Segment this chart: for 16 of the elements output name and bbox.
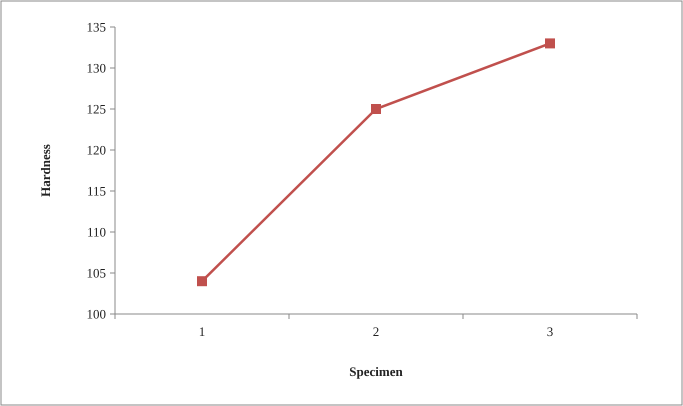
x-tick-label: 2: [372, 324, 380, 339]
x-tick-label: 1: [198, 324, 206, 339]
y-tick-label: 110: [86, 224, 106, 240]
point: [197, 276, 207, 286]
y-tick-label: 115: [86, 184, 106, 199]
point: [545, 38, 555, 48]
x-axis-title: Specimen: [349, 364, 404, 379]
y-tick-label: 125: [86, 102, 106, 117]
y-tick-label: 130: [86, 60, 106, 76]
y-tick-label: 105: [86, 266, 106, 281]
x-tick-label: 3: [546, 324, 554, 339]
y-tick-label: 135: [86, 20, 106, 35]
y-axis-title: Hardness: [38, 144, 53, 197]
y-tick-label: 100: [86, 306, 106, 322]
y-tick-label: 120: [86, 142, 106, 158]
point: [371, 104, 381, 114]
